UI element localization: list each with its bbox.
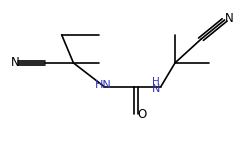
Text: O: O	[138, 108, 147, 121]
Text: N: N	[11, 56, 19, 69]
Text: HN: HN	[95, 80, 112, 90]
Text: N: N	[225, 12, 234, 25]
Text: H: H	[152, 77, 160, 87]
Text: N: N	[152, 84, 161, 94]
